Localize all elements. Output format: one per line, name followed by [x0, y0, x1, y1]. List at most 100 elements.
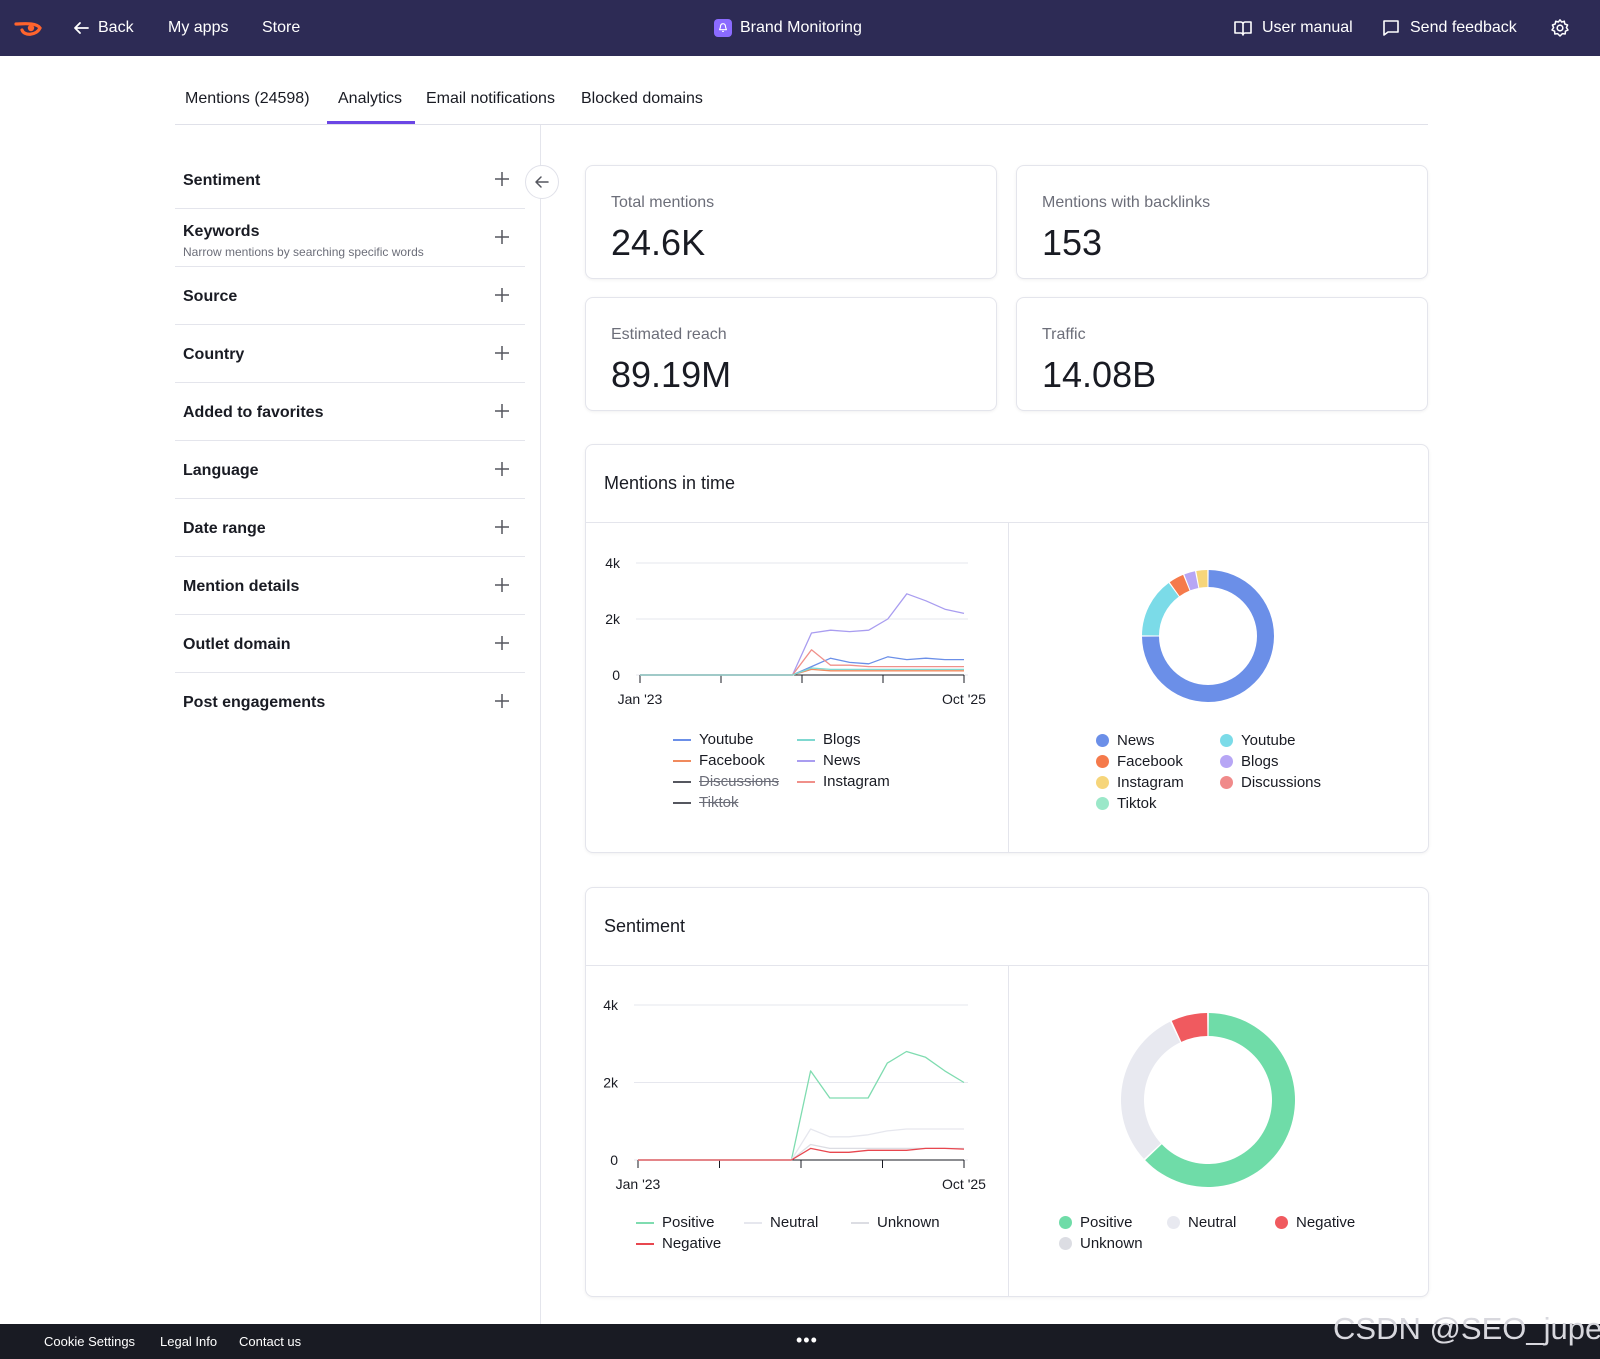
legend-label: Instagram	[823, 773, 890, 790]
plus-icon[interactable]	[493, 344, 511, 362]
legend-item-negative[interactable]: Negative	[1275, 1214, 1355, 1231]
legend-item-instagram[interactable]: Instagram	[1096, 774, 1184, 791]
legend-label: Blogs	[1241, 753, 1279, 770]
legend-dot	[1059, 1216, 1072, 1229]
plus-icon[interactable]	[493, 692, 511, 710]
filter-title: Source	[183, 288, 238, 305]
legend-item-blogs[interactable]: Blogs	[797, 731, 861, 748]
legend-item-neutral[interactable]: Neutral	[744, 1214, 818, 1231]
user-manual-link[interactable]: User manual	[1233, 0, 1353, 56]
filter-subtitle: Narrow mentions by searching specific wo…	[183, 245, 424, 259]
sentiment-line-chart: 0 2k 4k Jan '23 Oct '25	[603, 997, 986, 1192]
sentiment-panel: Sentiment 0 2k 4k Jan '23 Oct '25 Positive N…	[585, 887, 1429, 1297]
tab-analytics[interactable]: Analytics	[338, 90, 403, 107]
legend-swatch	[673, 759, 691, 762]
legend-swatch	[673, 780, 691, 783]
legal-info-link[interactable]: Legal Info	[160, 1334, 218, 1349]
back-label: Back	[98, 19, 134, 36]
filter-source[interactable]: Source	[175, 267, 525, 325]
plus-icon[interactable]	[493, 460, 511, 478]
contact-us-link[interactable]: Contact us	[239, 1334, 302, 1349]
stat-value: 153	[1042, 222, 1103, 263]
legend-dot	[1059, 1237, 1072, 1250]
legend-item-youtube[interactable]: Youtube	[673, 731, 754, 748]
cookie-settings-link[interactable]: Cookie Settings	[44, 1334, 136, 1349]
plus-icon[interactable]	[493, 402, 511, 420]
plus-icon[interactable]	[493, 286, 511, 304]
arrow-left-icon	[74, 22, 89, 34]
legend-item-tiktok[interactable]: Tiktok	[673, 794, 738, 811]
legend-item-instagram[interactable]: Instagram	[797, 773, 890, 790]
filter-date-range[interactable]: Date range	[175, 499, 525, 557]
legend-item-unknown[interactable]: Unknown	[1059, 1235, 1143, 1252]
send-feedback-link[interactable]: Send feedback	[1381, 0, 1517, 56]
legend-item-youtube[interactable]: Youtube	[1220, 732, 1296, 749]
filter-title: Sentiment	[183, 172, 261, 189]
filter-sentiment[interactable]: Sentiment	[175, 151, 525, 209]
filter-added-to-favorites[interactable]: Added to favorites	[175, 383, 525, 441]
legend-item-unknown[interactable]: Unknown	[851, 1214, 940, 1231]
legend-swatch	[797, 738, 815, 741]
more-menu-button[interactable]: •••	[796, 1330, 818, 1350]
x-tick-label: Jan '23	[618, 691, 663, 707]
legend-label: Unknown	[1080, 1235, 1143, 1252]
legend-item-discussions[interactable]: Discussions	[1220, 774, 1321, 791]
legend-item-neutral[interactable]: Neutral	[1167, 1214, 1236, 1231]
legend-label: Positive	[662, 1214, 715, 1231]
legend-item-news[interactable]: News	[1096, 732, 1155, 749]
plus-icon[interactable]	[493, 576, 511, 594]
filter-keywords[interactable]: Keywords Narrow mentions by searching sp…	[175, 209, 525, 267]
plus-icon[interactable]	[493, 518, 511, 536]
legend-item-tiktok[interactable]: Tiktok	[1096, 795, 1156, 812]
legend-dot	[1220, 776, 1233, 789]
x-tick-label: Oct '25	[942, 1176, 986, 1192]
series-line-blogs	[640, 667, 964, 676]
filter-outlet-domain[interactable]: Outlet domain	[175, 615, 525, 673]
settings-button[interactable]	[1550, 0, 1570, 56]
back-button[interactable]: Back	[72, 0, 134, 56]
y-tick-label: 4k	[605, 555, 621, 571]
plus-icon[interactable]	[493, 634, 511, 652]
legend-item-positive[interactable]: Positive	[1059, 1214, 1133, 1231]
legend-item-facebook[interactable]: Facebook	[673, 752, 765, 769]
legend-label: Instagram	[1117, 774, 1184, 791]
tab-mentions[interactable]: Mentions (24598)	[185, 90, 310, 107]
filter-language[interactable]: Language	[175, 441, 525, 499]
legend-item-positive[interactable]: Positive	[636, 1214, 715, 1231]
filter-title: Added to favorites	[183, 404, 324, 421]
legend-label: Tiktok	[699, 794, 739, 811]
legend-item-news[interactable]: News	[797, 752, 861, 769]
legend-item-facebook[interactable]: Facebook	[1096, 753, 1183, 770]
plus-icon[interactable]	[493, 170, 511, 188]
collapse-filters-button[interactable]	[525, 165, 559, 199]
legend-item-blogs[interactable]: Blogs	[1220, 753, 1279, 770]
legend-item-negative[interactable]: Negative	[636, 1235, 721, 1252]
book-icon	[1234, 21, 1252, 36]
filter-mention-details[interactable]: Mention details	[175, 557, 525, 615]
legend-label: News	[823, 752, 861, 769]
mentions-in-time-panel: Mentions in time 0 2k 4k Jan '23 Oct '25 You…	[585, 444, 1429, 853]
legend-label: Youtube	[699, 731, 754, 748]
estimated-reach-card: Estimated reach 89.19M	[585, 297, 997, 411]
app-title: Brand Monitoring	[714, 0, 862, 56]
main-tabs: Mentions (24598) Analytics Email notific…	[175, 56, 1428, 125]
semrush-logo-icon[interactable]	[14, 14, 44, 42]
panel-header-divider	[586, 522, 1428, 523]
legend-label: Youtube	[1241, 732, 1296, 749]
legend-label: News	[1117, 732, 1155, 749]
filter-post-engagements[interactable]: Post engagements	[175, 673, 525, 731]
bell-icon	[714, 19, 732, 37]
tab-blocked-domains[interactable]: Blocked domains	[581, 90, 703, 107]
legend-swatch	[673, 801, 691, 804]
plus-icon[interactable]	[493, 228, 511, 246]
legend-label: Discussions	[1241, 774, 1322, 791]
tab-email-notifications[interactable]: Email notifications	[426, 90, 555, 107]
y-tick-label: 0	[610, 1152, 618, 1168]
donut-slice-facebook	[1169, 574, 1190, 597]
filter-title: Language	[183, 462, 259, 479]
store-link[interactable]: Store	[262, 19, 301, 36]
legend-item-discussions[interactable]: Discussions	[673, 773, 779, 790]
my-apps-link[interactable]: My apps	[168, 19, 229, 36]
filter-country[interactable]: Country	[175, 325, 525, 383]
footer: Cookie Settings Legal Info Contact us ••…	[0, 1324, 1600, 1359]
